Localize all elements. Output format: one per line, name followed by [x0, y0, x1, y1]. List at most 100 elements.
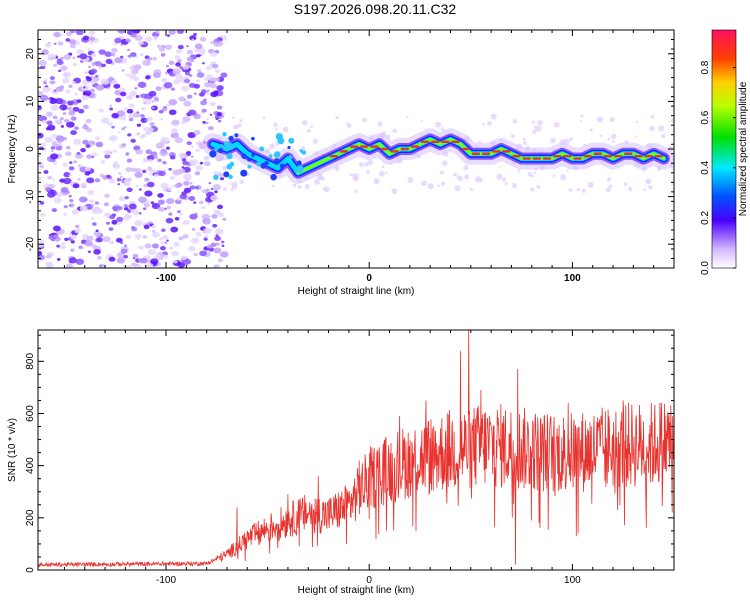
spectrogram-noise-blob	[62, 107, 66, 110]
spectrogram-noise-blob	[172, 68, 181, 75]
spectrogram-noise-blob	[144, 119, 148, 122]
spectrogram-noise-blob	[116, 178, 122, 182]
spectrogram-noise-blob	[68, 195, 72, 198]
spectrogram-noise-blob	[63, 54, 72, 61]
spectrogram-noise-blob	[198, 200, 204, 205]
spectrogram-noise-blob	[88, 30, 96, 36]
spectrogram-noise-blob	[202, 218, 211, 225]
spectrogram-noise-blob	[160, 182, 169, 189]
ridge-early-blob	[228, 174, 233, 180]
spectrogram-noise-blob	[168, 188, 172, 192]
spectrogram-noise-blob	[68, 174, 72, 177]
spectrogram-noise-blob	[135, 149, 143, 155]
spectrogram-noise-blob	[116, 257, 126, 264]
spectrogram-noise-blob	[121, 143, 127, 147]
spectrogram-noise-blob	[135, 168, 142, 173]
spectrogram-noise-blob	[124, 126, 127, 129]
spectrogram-faint-dot	[230, 188, 234, 192]
ridge-early-blob	[288, 137, 295, 144]
spectrogram-noise-blob	[186, 94, 193, 99]
spectrogram-noise-blob	[115, 237, 123, 243]
colorbar-gradient	[711, 29, 737, 269]
spectrogram-noise-blob	[154, 254, 162, 260]
spectrogram-noise-blob	[52, 115, 58, 120]
spectrogram-noise-blob	[178, 152, 187, 159]
spectrogram-noise-blob	[81, 95, 89, 101]
spectrogram-ytick-label: -10	[25, 189, 36, 204]
spectrogram-noise-blob	[188, 196, 196, 202]
spectrogram-noise-blob	[165, 217, 174, 224]
spectrogram-noise-blob	[76, 48, 84, 55]
spectrogram-noise-blob	[117, 131, 121, 134]
spectrogram-noise-blob	[150, 258, 159, 265]
spectrogram-noise-blob	[68, 257, 78, 264]
spectrogram-noise-blob	[208, 182, 212, 185]
spectrogram-noise-blob	[124, 196, 129, 200]
ridge-early-blob	[209, 150, 217, 158]
spectrogram-noise-blob	[193, 252, 198, 257]
spectrogram-noise-blob	[52, 225, 61, 232]
spectrogram-noise-blob	[203, 81, 212, 88]
spectrogram-noise-blob	[157, 158, 162, 163]
ridge-early-blob	[240, 169, 248, 177]
spectrogram-noise-blob	[100, 160, 106, 164]
spectrogram-noise-blob	[108, 135, 118, 142]
spectrogram-noise-blob	[109, 240, 115, 245]
spectrogram-noise-blob	[191, 159, 199, 165]
spectrogram-noise-blob	[86, 235, 94, 242]
spectrogram-noise-blob	[123, 107, 128, 111]
spectrogram-noise-blob	[213, 41, 221, 47]
spectrogram-noise-blob	[125, 235, 132, 240]
spectrogram-noise-blob	[80, 182, 88, 188]
spectrogram-noise-blob	[153, 72, 161, 79]
ridge-early-blob	[213, 147, 219, 152]
spectrogram-faint-dot	[262, 116, 266, 119]
spectrogram-noise-blob	[174, 55, 181, 60]
ridge-early-blob	[223, 171, 230, 178]
spectrogram-noise-blob	[153, 96, 159, 101]
spectrogram-noise-blob	[200, 100, 207, 106]
snr-ylabel: SNR (10 * v/v)	[7, 418, 18, 482]
spectrogram-noise-blob	[190, 155, 194, 158]
spectrogram-noise-blob	[131, 226, 138, 232]
spectrogram-noise-blob	[182, 116, 191, 123]
spectrogram-noise-blob	[157, 193, 164, 198]
spectrogram-noise-blob	[142, 235, 147, 239]
spectrogram-noise-blob	[204, 77, 210, 82]
spectrogram-faint-dot	[354, 189, 358, 193]
spectrogram-noise-blob	[113, 83, 121, 89]
spectrogram-noise-blob	[73, 160, 78, 164]
spectrogram-noise-blob	[118, 172, 121, 175]
spectrogram-noise-blob	[51, 141, 58, 146]
spectrogram-noise-blob	[137, 246, 141, 249]
spectrogram-faint-dot	[496, 173, 503, 180]
spectrogram-noise-blob	[70, 234, 77, 240]
spectrogram-faint-dot	[231, 183, 238, 190]
spectrogram-noise-blob	[134, 212, 139, 216]
spectrogram-noise-blob	[123, 204, 128, 208]
spectrogram-noise-blob	[143, 127, 150, 132]
spectrogram-noise-blob	[104, 51, 112, 57]
spectrogram-noise-blob	[66, 31, 72, 36]
spectrogram-noise-blob	[65, 89, 71, 94]
spectrogram-noise-blob	[127, 133, 132, 137]
spectrogram-noise-blob	[82, 104, 89, 110]
spectrogram-noise-blob	[155, 86, 162, 91]
spectrogram-noise-blob	[128, 72, 137, 79]
spectrogram-noise-blob	[55, 192, 63, 198]
spectrogram-noise-blob	[114, 37, 122, 44]
spectrogram-noise-blob	[158, 45, 162, 48]
spectrogram-noise-blob	[182, 160, 189, 166]
spectrogram-noise-blob	[63, 205, 68, 209]
spectrogram-noise-blob	[126, 158, 133, 163]
spectrogram-noise-blob	[193, 49, 199, 53]
spectrogram-noise-blob	[94, 136, 100, 140]
spectrogram-noise-blob	[115, 97, 122, 103]
spectrogram-noise-blob	[131, 262, 137, 267]
spectrogram-noise-blob	[186, 178, 190, 182]
spectrogram-noise-blob	[172, 259, 178, 264]
spectrogram-noise-blob	[53, 31, 61, 38]
spectrogram-noise-blob	[212, 223, 218, 228]
spectrogram-noise-blob	[70, 240, 75, 244]
spectrogram-noise-blob	[155, 142, 165, 149]
